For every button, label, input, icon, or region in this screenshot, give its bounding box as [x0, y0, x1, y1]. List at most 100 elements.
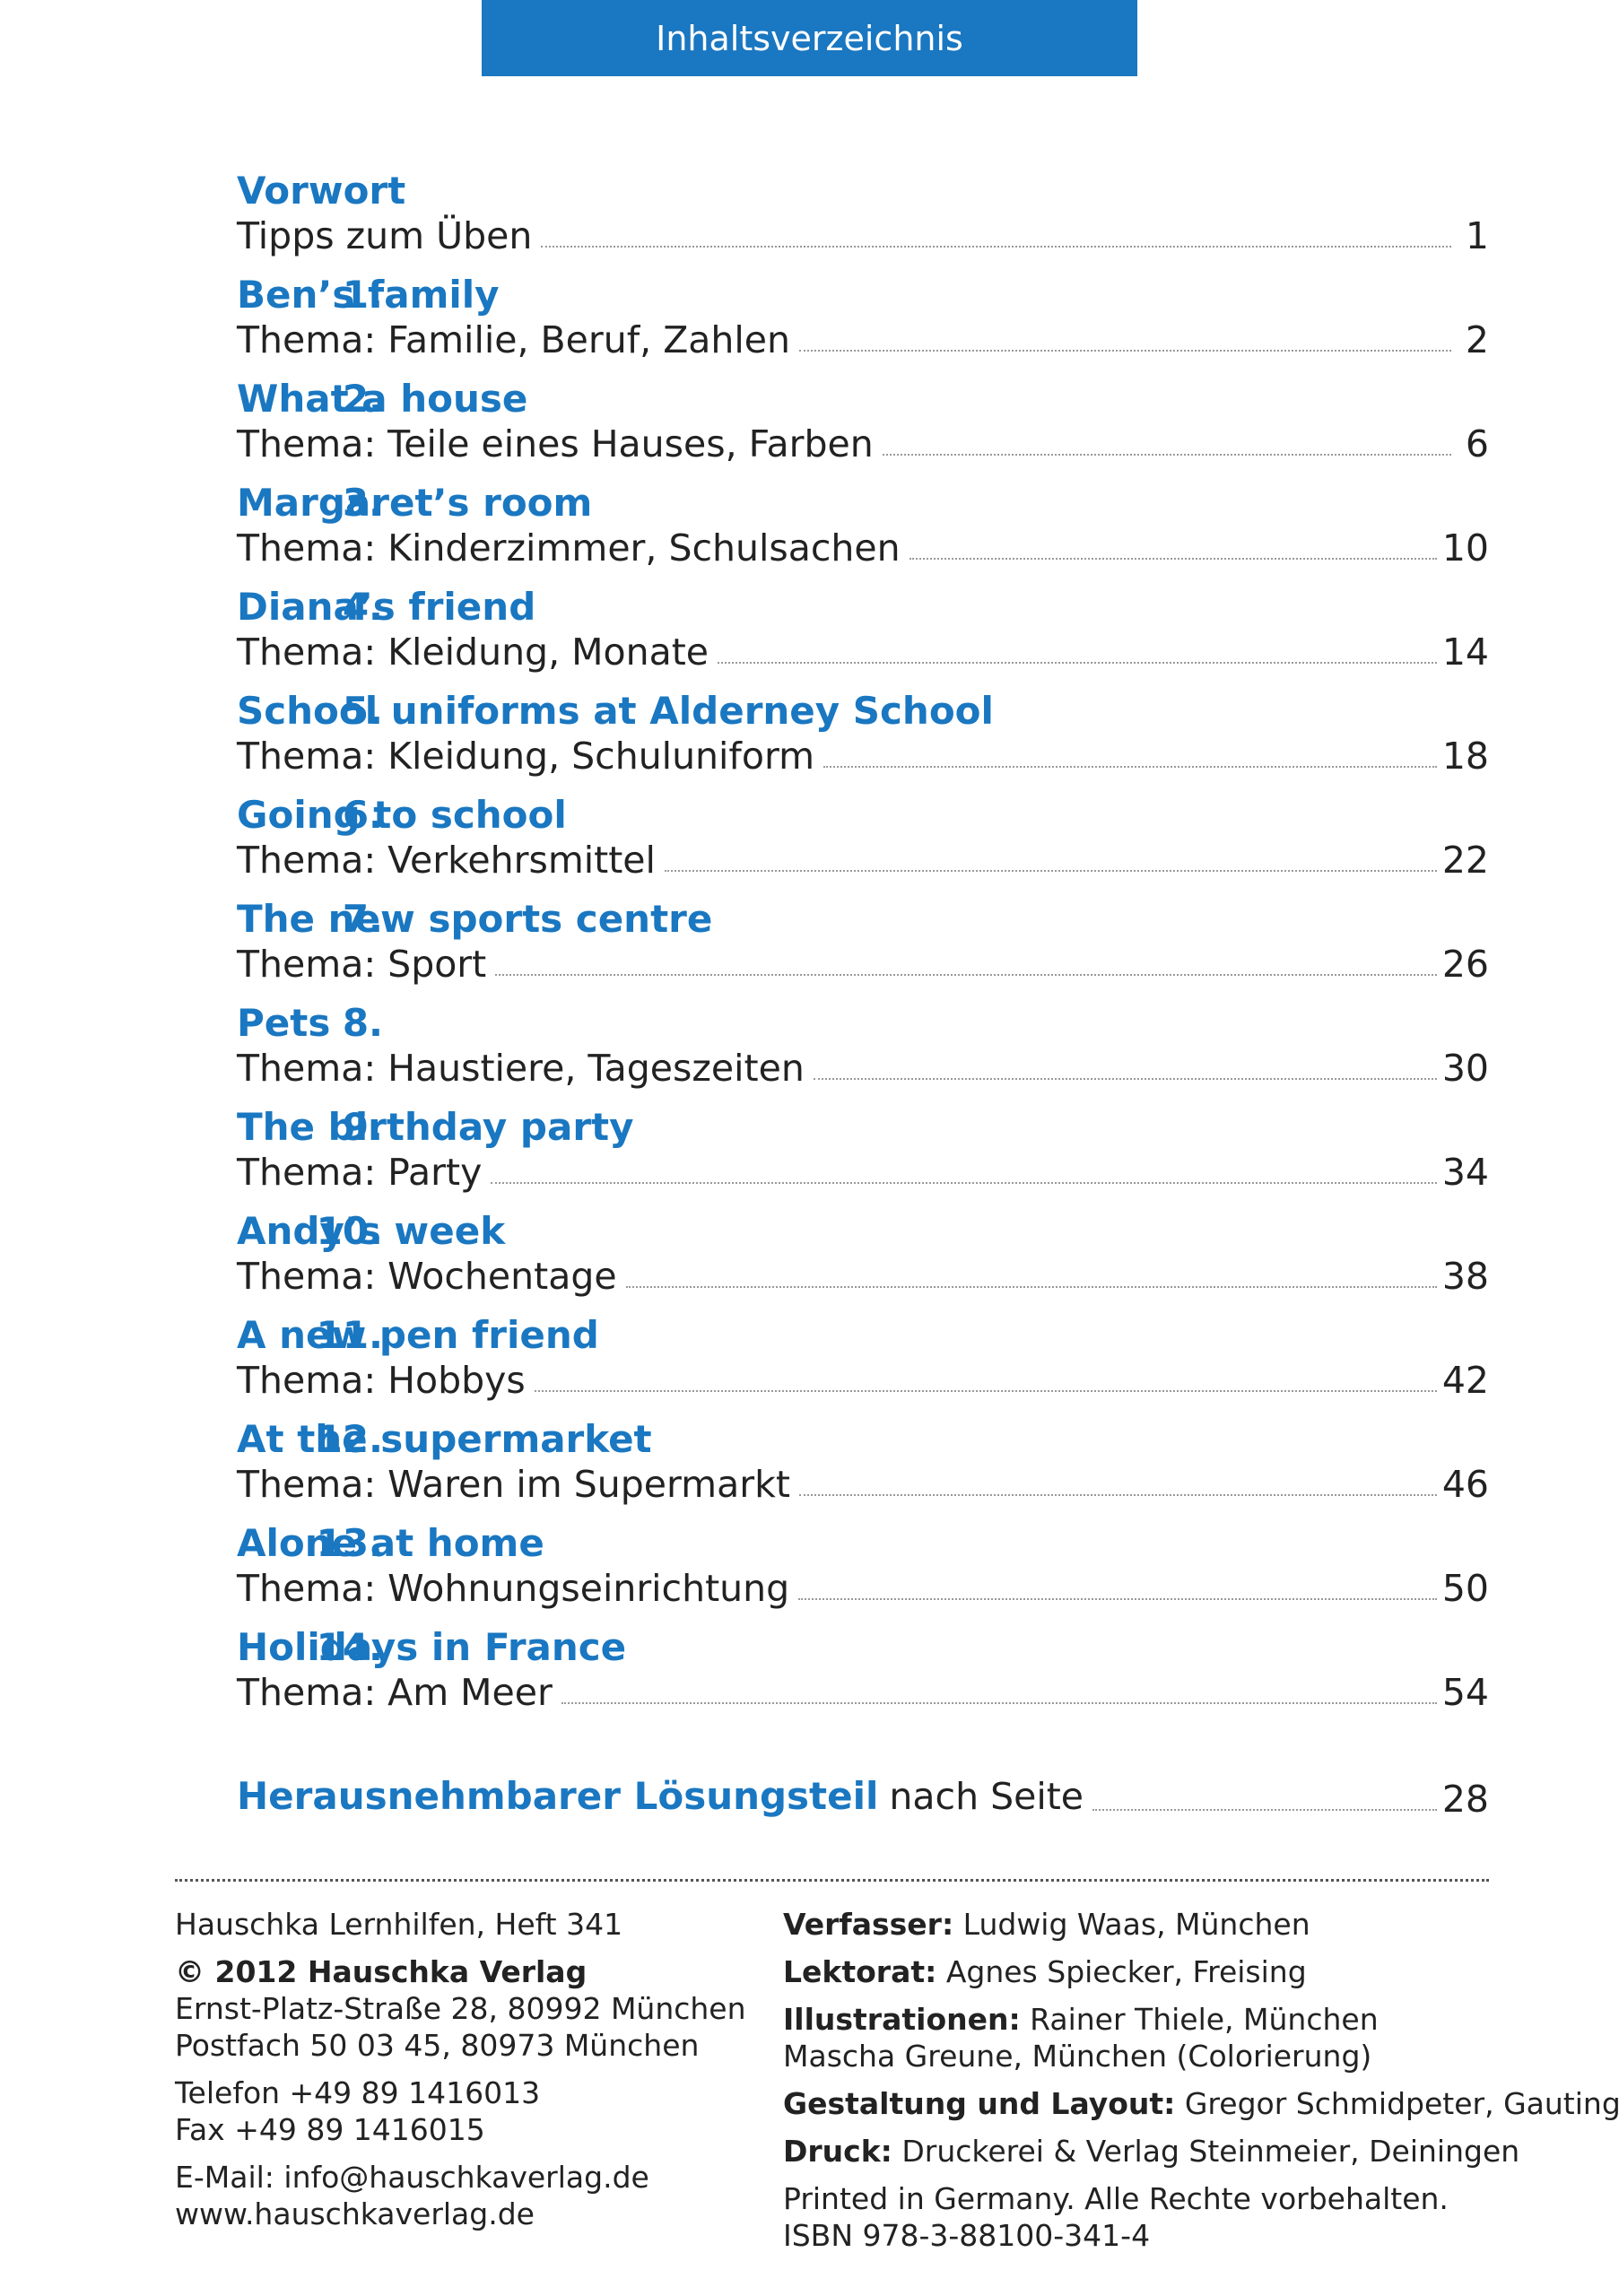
toc-entry-number: 3. [342, 481, 383, 525]
fax-line: Fax +49 89 1416015 [175, 2112, 485, 2147]
toc-entry-subtitle: Thema: Kinderzimmer, Schulsachen [237, 526, 901, 570]
toc-entry[interactable]: 7. The new sports centre Thema: Sport 26 [161, 897, 1489, 1001]
toc-entry[interactable]: 9. The birthday party Thema: Party 34 [161, 1105, 1489, 1209]
toc-entry[interactable]: 10. Andy’s week Thema: Wochentage 38 [161, 1209, 1489, 1313]
toc-entry-title: At the supermarket [237, 1417, 652, 1461]
print-value: Druckerei & Verlag Steinmeier, Deiningen [892, 2134, 1520, 2169]
dotted-leader [495, 974, 1437, 976]
toc-entry-page: 6 [1465, 422, 1489, 465]
design-label: Gestaltung und Layout: [783, 2086, 1176, 2121]
toc-entry[interactable]: 13. Alone at home Thema: Wohnungseinrich… [161, 1521, 1489, 1625]
toc-entry-page: 42 [1441, 1359, 1489, 1402]
toc-entry-page: 2 [1465, 318, 1489, 361]
phone-line: Telefon +49 89 1416013 [175, 2075, 541, 2110]
toc-entry-subtitle: Thema: Wohnungseinrichtung [237, 1567, 790, 1610]
toc-entry[interactable]: 12. At the supermarket Thema: Waren im S… [161, 1417, 1489, 1521]
toc-entry-subtitle: Thema: Sport [237, 943, 487, 986]
toc-entry-title: Going to school [237, 793, 567, 837]
toc-entry[interactable]: 8. Pets Thema: Haustiere, Tageszeiten 30 [161, 1001, 1489, 1105]
toc-entry-title: A new pen friend [237, 1313, 599, 1357]
author-label: Verfasser: [783, 1907, 954, 1942]
toc-entry-number: 7. [342, 897, 383, 941]
toc-entry-subtitle: Thema: Verkehrsmittel [237, 839, 656, 882]
toc-entry-page: 26 [1441, 943, 1489, 986]
design-line: Gestaltung und Layout: Gregor Schmidpete… [783, 2085, 1619, 2122]
toc-entry-title: The birthday party [237, 1105, 634, 1149]
toc-entry-title: Alone at home [237, 1521, 544, 1565]
dotted-leader [813, 1078, 1437, 1080]
toc-entry-page: 50 [1441, 1567, 1489, 1610]
toc-entry-title: Holidays in France [237, 1625, 627, 1669]
toc-entry-number: 1. [342, 273, 383, 317]
toc-entry[interactable]: 5. School uniforms at Alderney School Th… [161, 689, 1489, 793]
toc-entry[interactable]: 6. Going to school Thema: Verkehrsmittel… [161, 793, 1489, 897]
header-title: Inhaltsverzeichnis [656, 18, 963, 58]
toc-entry-page: 30 [1441, 1047, 1489, 1090]
toc-entry-number: 10. [316, 1209, 383, 1253]
toc-entry[interactable]: 2. What a house Thema: Teile eines Hause… [161, 377, 1489, 481]
dotted-leader [1092, 1809, 1437, 1811]
toc-entry[interactable]: 14. Holidays in France Thema: Am Meer 54 [161, 1625, 1489, 1729]
toc-entry-subtitle: Thema: Party [237, 1151, 483, 1194]
toc-entry-number: 6. [342, 793, 383, 837]
dotted-leader [798, 1598, 1437, 1600]
toc-entry-number: 8. [342, 1001, 383, 1045]
copyright-line: © 2012 Hauschka Verlag [175, 1954, 588, 1989]
toc-entry-number: 11. [316, 1313, 383, 1357]
toc-entry-page: 18 [1441, 735, 1489, 778]
toc-entry-number: 9. [342, 1105, 383, 1149]
dotted-leader [823, 766, 1437, 768]
dotted-leader [625, 1286, 1437, 1288]
dotted-leader [561, 1702, 1437, 1704]
toc-entry-number: 4. [342, 585, 383, 629]
footer-publisher-info: Hauschka Lernhilfen, Heft 341 © 2012 Hau… [175, 1906, 749, 2232]
toc-entry[interactable]: 11. A new pen friend Thema: Hobbys 42 [161, 1313, 1489, 1417]
toc-entry-number: 5. [342, 689, 383, 733]
website-link[interactable]: www.hauschkaverlag.de [175, 2196, 535, 2231]
solution-entry[interactable]: Herausnehmbarer Lösungsteil nach Seite 2… [237, 1771, 1489, 1822]
toc-entry[interactable]: 3. Margaret’s room Thema: Kinderzimmer, … [161, 481, 1489, 585]
toc-entry-number: 12. [316, 1417, 383, 1461]
toc-entry-title: Vorwort [237, 169, 406, 213]
illustrations-label: Illustrationen: [783, 2002, 1021, 2037]
toc-entry-page: 1 [1465, 214, 1489, 257]
design-value: Gregor Schmidpeter, Gauting [1175, 2086, 1619, 2121]
toc-entry-title: Margaret’s room [237, 481, 593, 525]
toc-entry[interactable]: 4. Diana’s friend Thema: Kleidung, Monat… [161, 585, 1489, 689]
dotted-leader [534, 1390, 1437, 1392]
toc-entry-title: Andy’s week [237, 1209, 506, 1253]
illustrations-value: Rainer Thiele, München [1020, 2002, 1379, 2037]
dotted-leader [798, 1494, 1437, 1496]
toc-entry-subtitle: Thema: Haustiere, Tageszeiten [237, 1047, 805, 1090]
toc-entry-title: What a house [237, 377, 528, 421]
toc-entry-subtitle: Tipps zum Üben [237, 214, 533, 257]
solution-title: Herausnehmbarer Lösungsteil [237, 1774, 879, 1818]
toc-entry-page: 46 [1441, 1463, 1489, 1506]
toc-entry-number: 14. [316, 1625, 383, 1669]
dotted-leader [541, 246, 1451, 248]
email-line[interactable]: E-Mail: info@hauschkaverlag.de [175, 2160, 649, 2195]
toc-entry-title: Pets [237, 1001, 331, 1045]
toc-entry[interactable]: Vorwort Tipps zum Üben 1 [161, 169, 1489, 273]
editor-label: Lektorat: [783, 1954, 937, 1989]
coloring-line: Mascha Greune, München (Colorierung) [783, 2039, 1372, 2074]
illustrations-line: Illustrationen: Rainer Thiele, München [783, 2001, 1501, 2038]
toc-entry-page: 10 [1441, 526, 1489, 570]
footer-divider [175, 1879, 1489, 1882]
toc-entry-page: 22 [1441, 839, 1489, 882]
table-of-contents: Vorwort Tipps zum Üben 1 1. Ben’s family… [161, 169, 1489, 1729]
toc-entry-page: 54 [1441, 1671, 1489, 1714]
dotted-leader [799, 350, 1451, 352]
toc-entry-number: 13. [316, 1521, 383, 1565]
solution-suffix: nach Seite [889, 1775, 1084, 1818]
footer-credits: Verfasser: Ludwig Waas, München Lektorat… [783, 1906, 1619, 2254]
toc-entry-subtitle: Thema: Familie, Beruf, Zahlen [237, 318, 791, 361]
print-label: Druck: [783, 2134, 892, 2169]
postbox-line: Postfach 50 03 45, 80973 München [175, 2028, 700, 2063]
header-bar: Inhaltsverzeichnis [482, 0, 1137, 76]
author-line: Verfasser: Ludwig Waas, München [783, 1906, 1501, 1943]
toc-entry-subtitle: Thema: Waren im Supermarkt [237, 1463, 790, 1506]
toc-entry-subtitle: Thema: Kleidung, Monate [237, 631, 709, 674]
toc-entry[interactable]: 1. Ben’s family Thema: Familie, Beruf, Z… [161, 273, 1489, 377]
print-line: Druck: Druckerei & Verlag Steinmeier, De… [783, 2133, 1519, 2170]
